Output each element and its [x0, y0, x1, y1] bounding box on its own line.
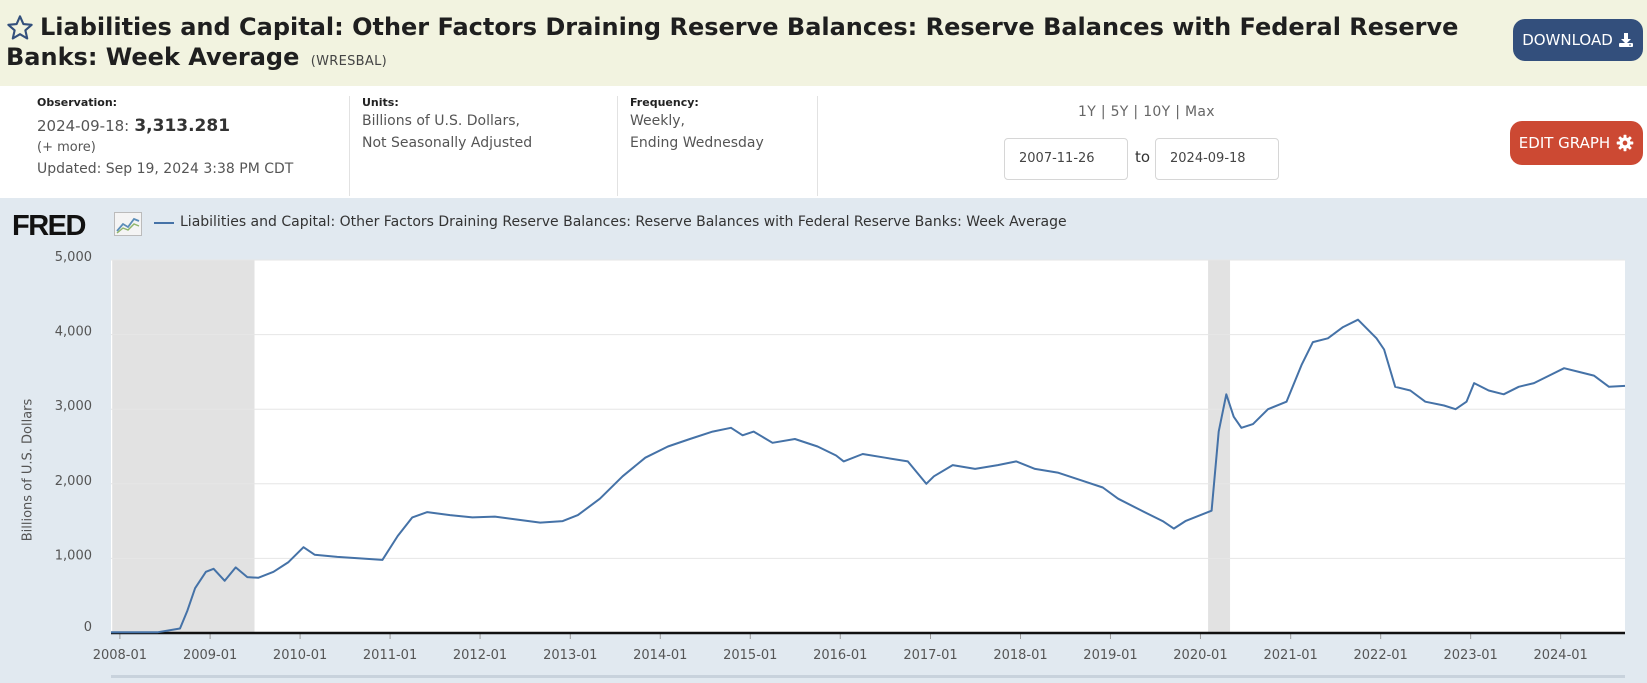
x-tick-label: 2011-01: [363, 648, 417, 663]
x-tick-label: 2017-01: [903, 648, 957, 663]
x-tick-label: 2016-01: [813, 648, 867, 663]
x-tick-label: 2024-01: [1533, 648, 1587, 663]
observation-panel: Observation: 2024-09-18: 3,313.281 (+ mo…: [37, 96, 293, 196]
series-id: (WRESBAL): [310, 54, 388, 69]
range-5y[interactable]: 5Y: [1110, 104, 1129, 120]
observation-label: Observation:: [37, 96, 118, 109]
x-tick-label: 2023-01: [1444, 648, 1498, 663]
chart-area: FRED Liabilities and Capital: Other Fact…: [0, 198, 1647, 683]
observation-date: 2024-09-18:: [37, 117, 130, 135]
x-tick-label: 2014-01: [633, 648, 687, 663]
observation-value: 3,313.281: [134, 116, 231, 136]
edit-graph-label: EDIT GRAPH: [1518, 134, 1611, 152]
to-label: to: [1135, 148, 1151, 166]
series-title: Liabilities and Capital: Other Factors D…: [6, 13, 1459, 71]
x-tick-label: 2010-01: [273, 648, 327, 663]
units-line1: Billions of U.S. Dollars,: [362, 113, 520, 129]
units-label: Units:: [362, 96, 399, 109]
end-date-input[interactable]: 2024-09-18: [1155, 138, 1279, 180]
star-outline-icon[interactable]: [6, 14, 34, 42]
edit-graph-button[interactable]: EDIT GRAPH: [1510, 121, 1643, 165]
more-link[interactable]: (+ more): [37, 140, 96, 155]
recession-band: [1208, 260, 1231, 633]
legend-swatch: [154, 222, 174, 224]
x-tick-label: 2015-01: [723, 648, 777, 663]
fred-chart-logo-icon: [114, 212, 142, 236]
x-tick-label: 2019-01: [1083, 648, 1137, 663]
y-tick-label: 5,000: [55, 250, 92, 265]
plot-background: [111, 260, 1625, 633]
frequency-label: Frequency:: [630, 96, 699, 109]
units-panel: Units: Billions of U.S. Dollars, Not Sea…: [362, 96, 532, 196]
x-tick-label: 2018-01: [993, 648, 1047, 663]
frequency-panel: Frequency: Weekly, Ending Wednesday: [630, 96, 764, 196]
recession-band: [112, 260, 255, 633]
x-tick-label: 2008-01: [93, 648, 147, 663]
gear-icon: [1616, 134, 1634, 152]
y-axis-label-wrap: Billions of U.S. Dollars: [18, 399, 38, 542]
range-max[interactable]: Max: [1185, 104, 1215, 120]
info-bar: Observation: 2024-09-18: 3,313.281 (+ mo…: [0, 86, 1647, 198]
y-tick-label: 0: [84, 620, 92, 635]
download-button[interactable]: DOWNLOAD: [1513, 19, 1643, 61]
download-label: DOWNLOAD: [1522, 31, 1613, 49]
range-selector: 1Y | 5Y | 10Y | Max: [1078, 104, 1215, 120]
frequency-line2: Ending Wednesday: [630, 135, 764, 151]
title-bar: Liabilities and Capital: Other Factors D…: [0, 0, 1647, 86]
y-tick-label: 4,000: [55, 325, 92, 340]
y-tick-label: 3,000: [55, 399, 92, 414]
page-title: Liabilities and Capital: Other Factors D…: [6, 12, 1496, 77]
frequency-line1: Weekly,: [630, 113, 685, 129]
legend-label: Liabilities and Capital: Other Factors D…: [180, 214, 1067, 230]
fred-logo: FRED: [12, 210, 86, 242]
x-tick-label: 2013-01: [543, 648, 597, 663]
x-tick-label: 2009-01: [183, 648, 237, 663]
series-line: [111, 318, 1626, 634]
divider: [817, 96, 818, 196]
x-tick-label: 2022-01: [1354, 648, 1408, 663]
divider: [349, 96, 350, 196]
x-tick-label: 2020-01: [1173, 648, 1227, 663]
y-tick-label: 1,000: [55, 548, 92, 563]
line-chart[interactable]: 0 1,000 2,000 3,000 4,000 5,000 2008-01 2009-01…: [0, 198, 1647, 683]
updated-text: Updated: Sep 19, 2024 3:38 PM CDT: [37, 161, 294, 177]
x-tick-label: 2012-01: [453, 648, 507, 663]
x-tick-label: 2021-01: [1264, 648, 1318, 663]
start-date-input[interactable]: 2007-11-26: [1004, 138, 1128, 180]
y-axis-label: Billions of U.S. Dollars: [20, 398, 36, 542]
range-1y[interactable]: 1Y: [1078, 104, 1097, 120]
divider: [617, 96, 618, 196]
download-icon: [1618, 33, 1633, 47]
y-tick-label: 2,000: [55, 474, 92, 489]
units-line2: Not Seasonally Adjusted: [362, 135, 533, 151]
navigator-track: [111, 675, 1625, 678]
range-10y[interactable]: 10Y: [1143, 104, 1171, 120]
